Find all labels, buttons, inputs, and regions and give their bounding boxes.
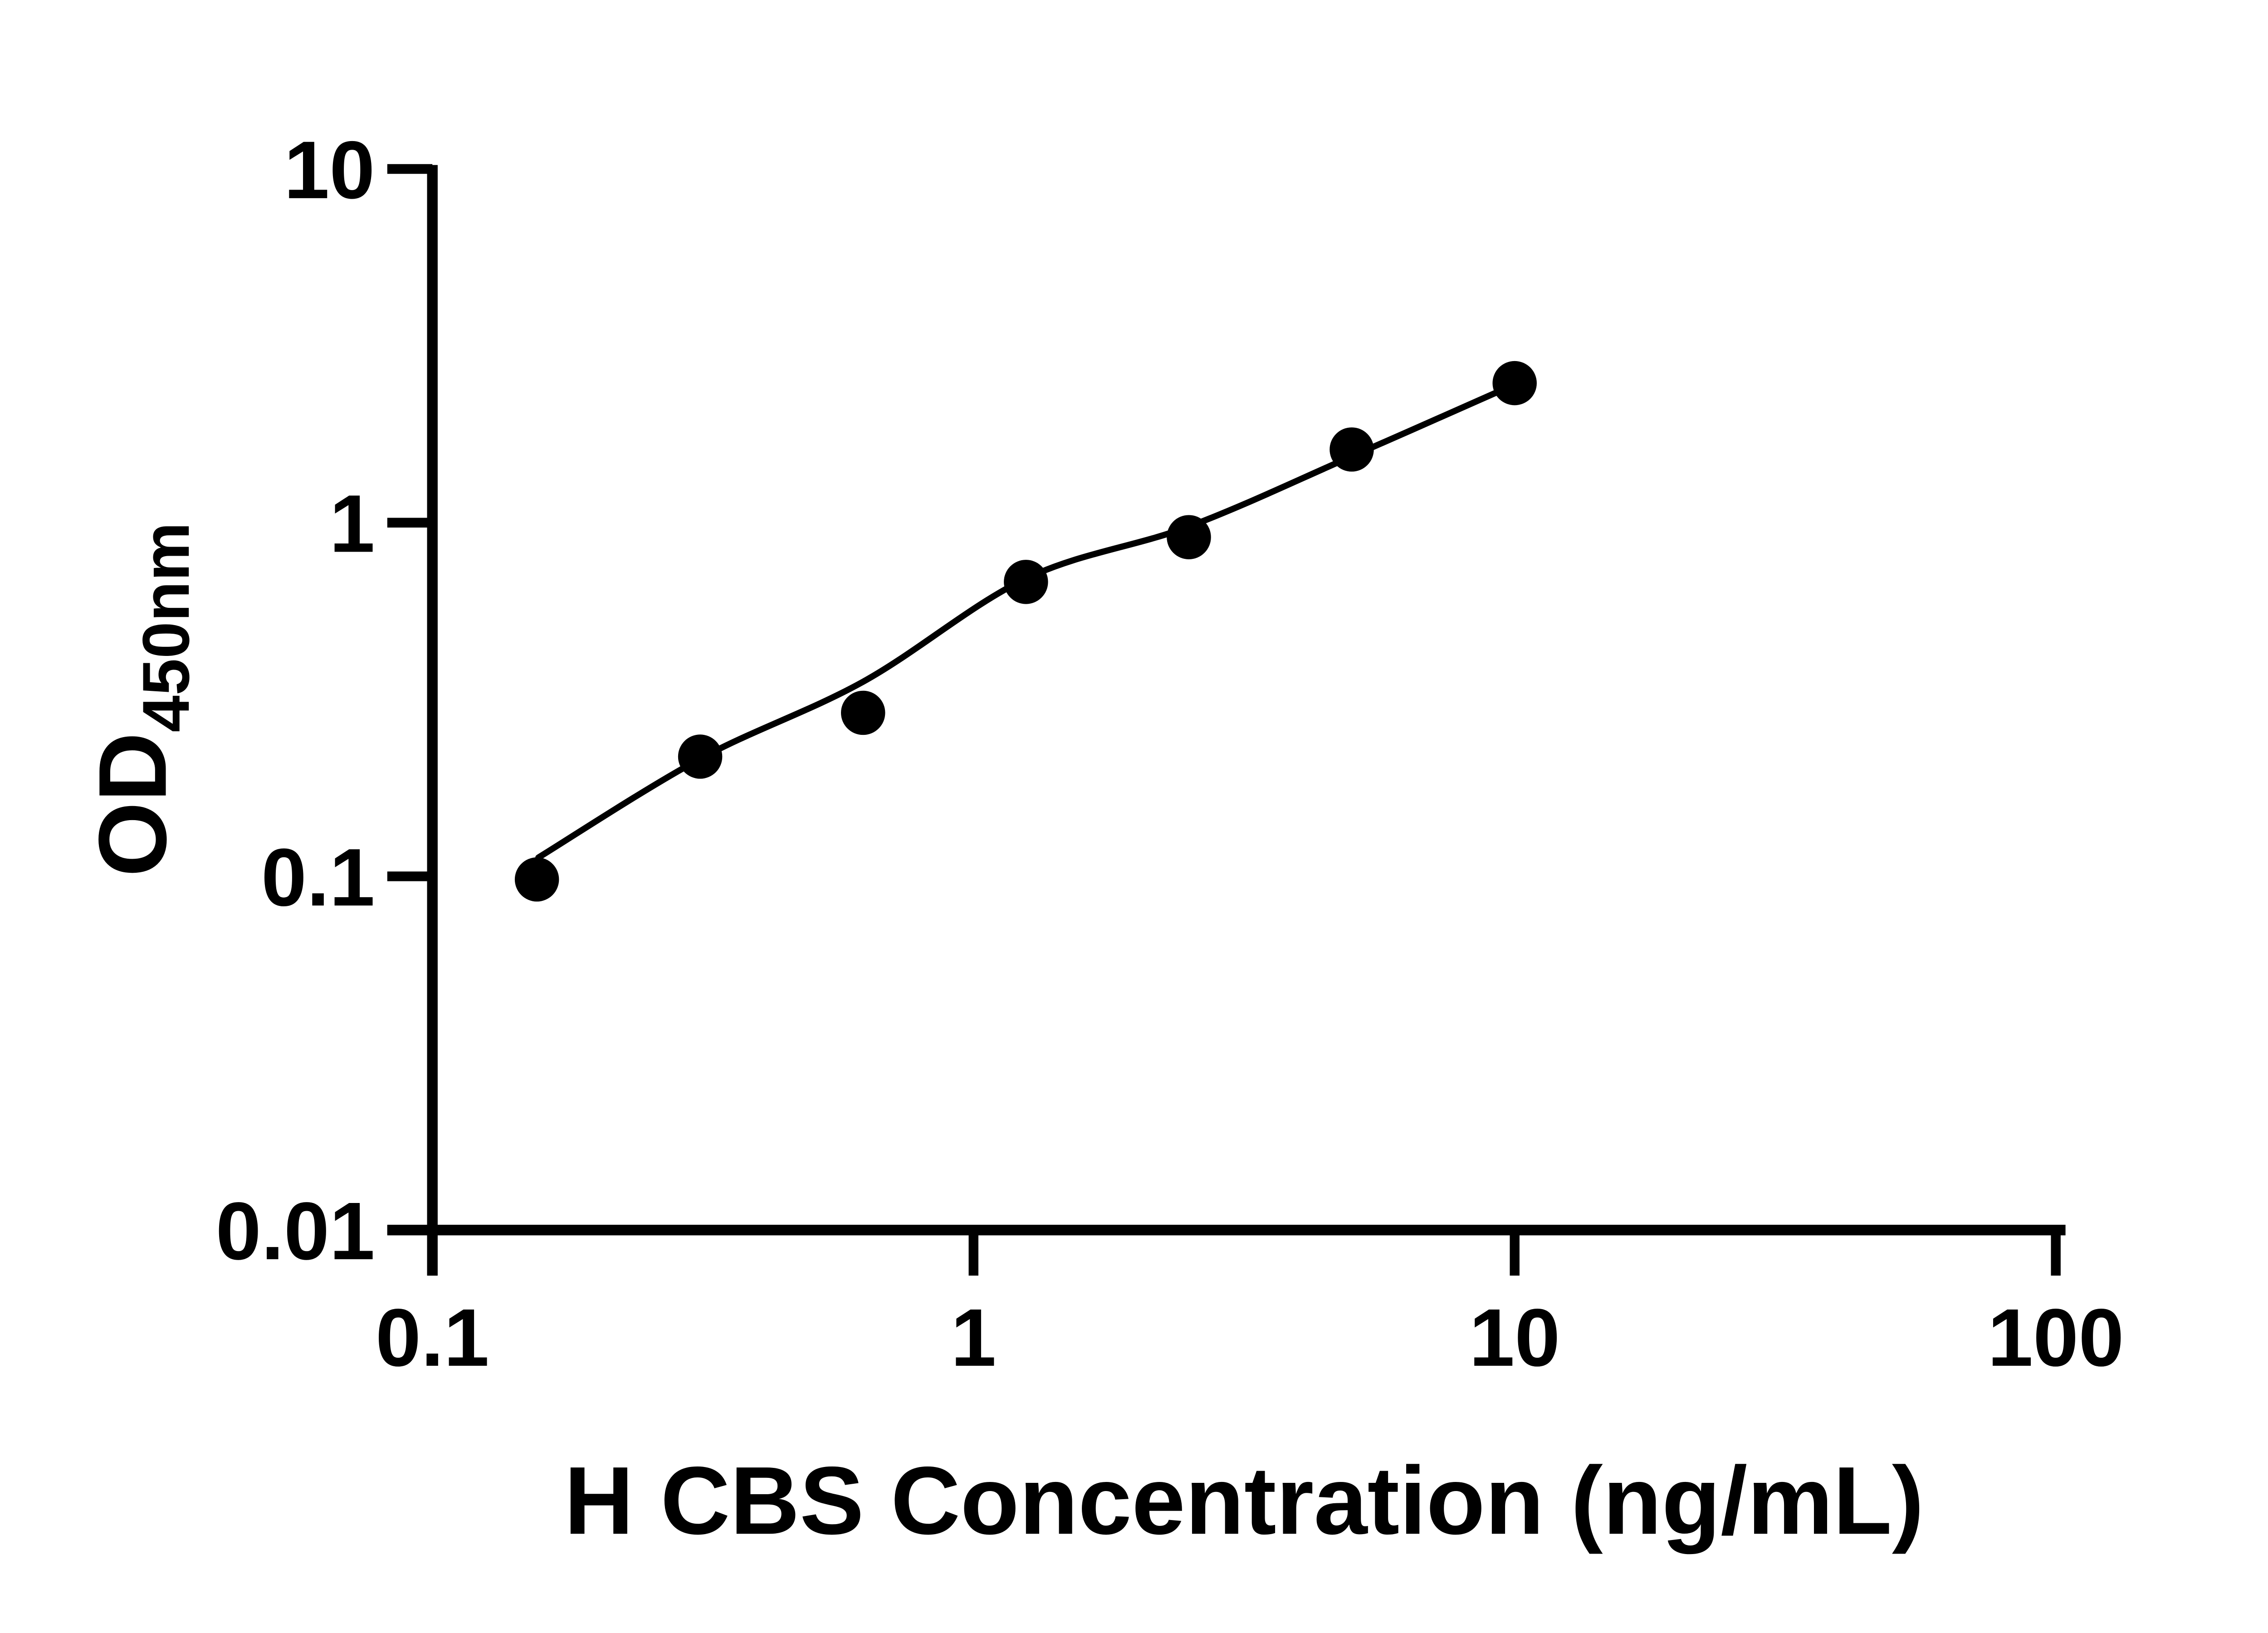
y-axis-title: OD450nm [79,522,203,877]
x-tick-label: 1 [951,1292,996,1384]
x-tick-label: 10 [1469,1292,1560,1384]
data-point [514,857,559,902]
data-point [678,734,723,779]
data-point [841,690,885,735]
y-tick-label: 0.1 [261,832,375,923]
y-axis-title-main: OD [79,732,187,877]
y-tick-label: 0.01 [216,1186,375,1277]
data-point [1330,427,1374,472]
y-tick-label: 10 [284,124,375,215]
y-tick-label: 1 [329,478,375,569]
y-axis-title-sub: 450nm [129,522,203,732]
x-tick-label: 100 [1988,1292,2124,1384]
data-point [1492,361,1537,405]
x-tick-label: 0.1 [376,1292,489,1384]
x-axis-title: H CBS Concentration (ng/mL) [564,1447,1924,1555]
data-point [1167,515,1211,559]
data-point [1004,559,1048,604]
